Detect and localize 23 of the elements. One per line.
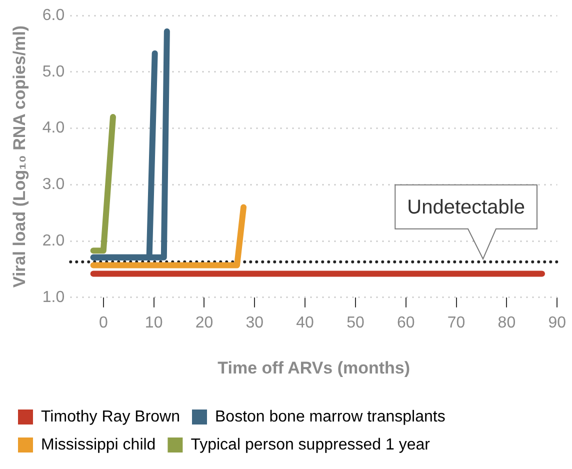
y-tick-label: 4.0 [42,120,65,137]
x-tick-label: 50 [346,314,364,332]
y-axis-title: Viral load (Log₁₀ RNA copies/ml) [10,25,29,288]
x-tick-label: 60 [396,314,415,332]
x-tick-label: 10 [144,314,163,332]
y-tick-label: 2.0 [42,232,65,250]
x-tick-label: 70 [447,314,466,332]
x-tick-label: 90 [548,314,566,332]
legend-label: Typical person suppressed 1 year [190,436,431,454]
legend-label: Boston bone marrow transplants [215,408,446,426]
y-tick-label: 1.0 [42,288,65,306]
annotation: Undetectable [407,196,526,218]
y-tick-label: 5.0 [42,63,65,80]
x-tick-label: 80 [498,314,516,332]
legend-label: Timothy Ray Brown [41,408,180,426]
x-axis-title: Time off ARVs (months) [218,358,410,378]
legend-label: Mississippi child [41,436,156,454]
x-tick-label: 40 [296,314,314,332]
x-tick-label: 30 [246,314,264,332]
x-tick-label: 20 [195,314,214,332]
y-tick-label: 3.0 [42,176,65,194]
y-tick-label: 6.0 [42,7,65,24]
x-tick-label: 0 [98,314,108,332]
